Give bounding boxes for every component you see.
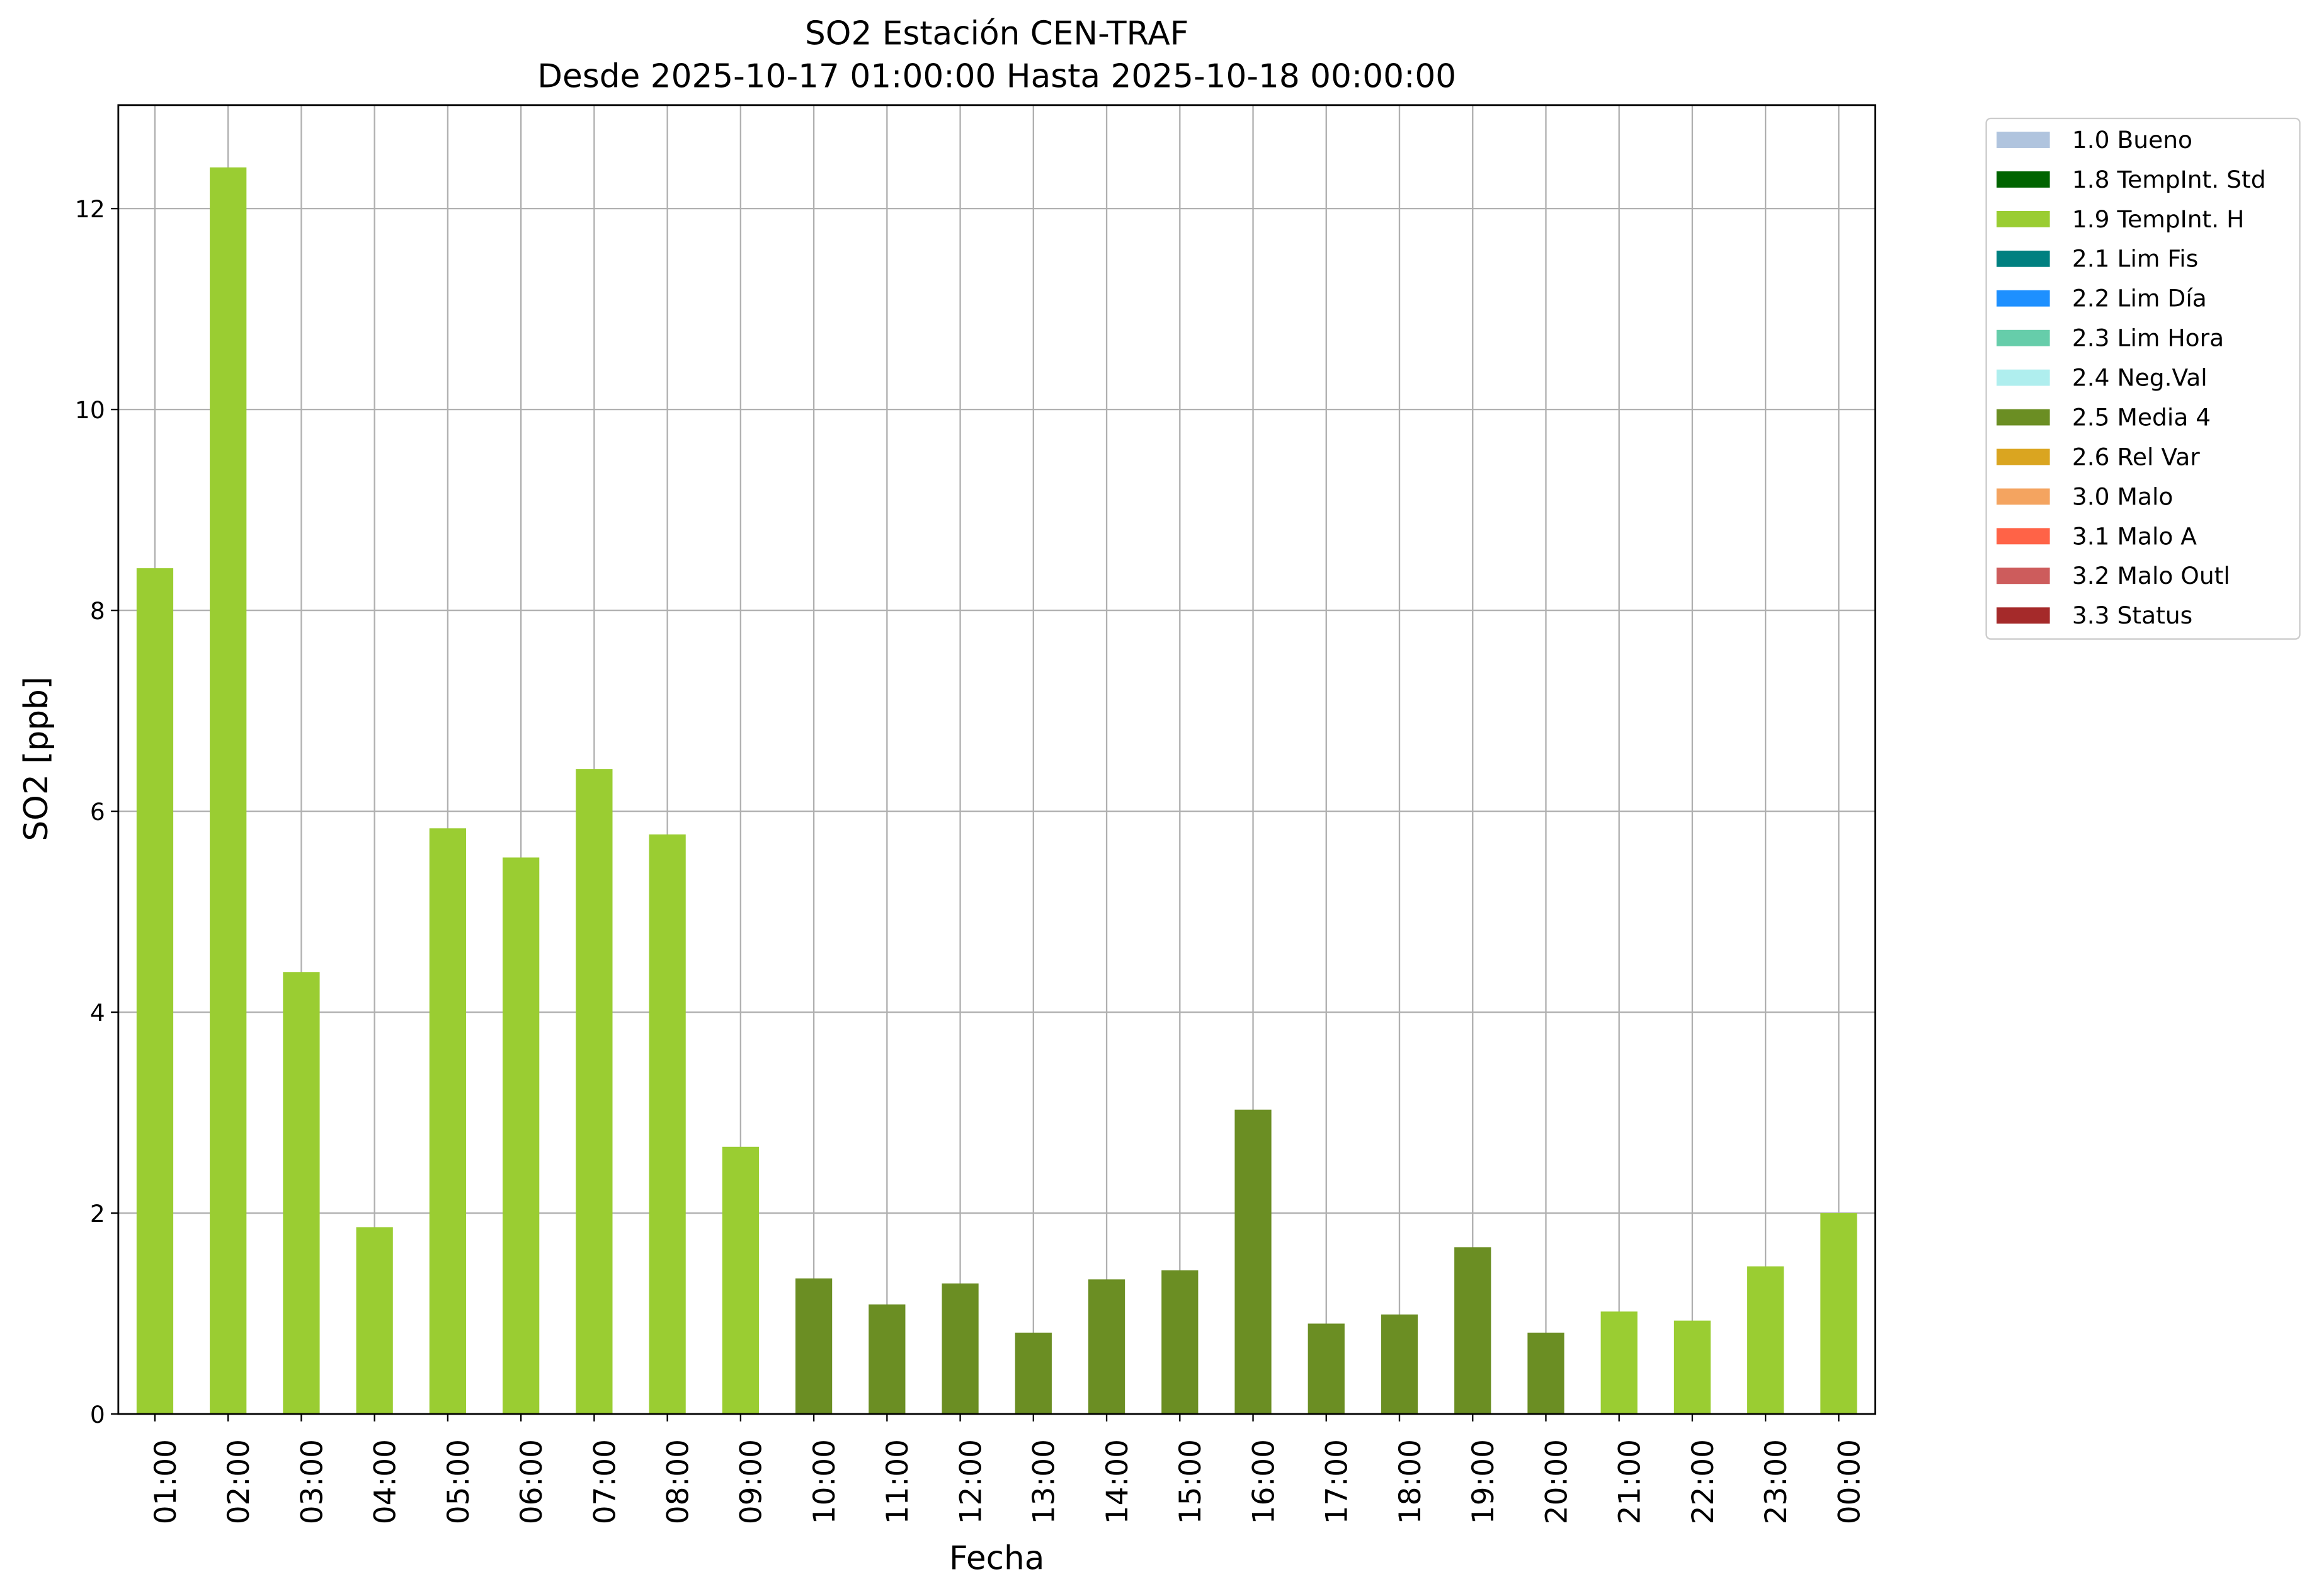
- bar: [429, 828, 467, 1415]
- legend-label: 1.9 TempInt. H: [2072, 205, 2245, 233]
- x-tick-label: 00:00: [1832, 1439, 1867, 1524]
- bar: [1015, 1332, 1052, 1415]
- legend-swatch: [1997, 210, 2050, 227]
- legend-swatch: [1997, 171, 2050, 188]
- y-tick-label: 10: [75, 396, 105, 424]
- x-tick-label: 14:00: [1100, 1439, 1135, 1524]
- x-tick-label: 02:00: [222, 1439, 256, 1524]
- bar: [1673, 1320, 1711, 1415]
- bar: [1820, 1213, 1857, 1415]
- legend-swatch: [1997, 132, 2050, 148]
- legend: 1.0 Bueno 1.8 TempInt. Std 1.9 TempInt. H 2…: [1997, 126, 2266, 629]
- axes: 0 2 4 6 8 10 12 01:00 02:00 03:00 04:00 05:00 06:00 0…: [75, 195, 1867, 1524]
- x-tick-label: 15:00: [1173, 1439, 1208, 1524]
- legend-swatch: [1997, 528, 2050, 545]
- legend-swatch: [1997, 369, 2050, 386]
- bar: [356, 1227, 393, 1415]
- legend-swatch: [1997, 488, 2050, 505]
- legend-label: 3.0 Malo: [2072, 482, 2174, 510]
- bar: [942, 1283, 979, 1415]
- legend-label: 1.8 TempInt. Std: [2072, 166, 2266, 193]
- bar: [1234, 1109, 1272, 1415]
- legend-label: 3.1 Malo A: [2072, 522, 2197, 550]
- bar: [210, 167, 247, 1415]
- chart-subtitle: Desde 2025-10-17 01:00:00 Hasta 2025-10-…: [537, 58, 1456, 96]
- bar: [503, 857, 540, 1415]
- y-tick-label: 6: [90, 798, 105, 826]
- legend-label: 2.5 Media 4: [2072, 403, 2211, 431]
- x-tick-label: 08:00: [661, 1439, 696, 1524]
- legend-label: 2.1 Lim Fis: [2072, 245, 2198, 273]
- bar: [1161, 1270, 1199, 1415]
- bar: [283, 972, 320, 1415]
- y-axis-label: SO2 [ppb]: [18, 676, 55, 841]
- x-tick-label: 22:00: [1686, 1439, 1721, 1524]
- y-tick-label: 8: [90, 597, 105, 625]
- legend-label: 1.0 Bueno: [2072, 126, 2192, 154]
- bar: [1381, 1314, 1418, 1415]
- x-tick-label: 07:00: [588, 1439, 622, 1524]
- x-tick-label: 11:00: [880, 1439, 915, 1524]
- legend-swatch: [1997, 409, 2050, 426]
- bar: [795, 1278, 833, 1415]
- bar: [722, 1146, 759, 1415]
- legend-swatch: [1997, 329, 2050, 346]
- legend-swatch: [1997, 567, 2050, 584]
- x-tick-label: 17:00: [1320, 1439, 1355, 1524]
- y-tick-label: 0: [90, 1401, 105, 1428]
- legend-label: 2.3 Lim Hora: [2072, 324, 2224, 352]
- bar: [576, 769, 613, 1415]
- x-tick-label: 16:00: [1246, 1439, 1281, 1524]
- plot-frame: [117, 104, 1876, 1415]
- bar: [1527, 1332, 1564, 1415]
- x-tick-label: 18:00: [1393, 1439, 1428, 1524]
- bar: [1088, 1279, 1125, 1415]
- chart-title: SO2 Estación CEN-TRAF: [805, 15, 1188, 53]
- x-tick-label: 21:00: [1613, 1439, 1648, 1524]
- bar: [1454, 1247, 1491, 1415]
- y-tick-label: 4: [90, 999, 105, 1027]
- legend-label: 3.2 Malo Outl: [2072, 562, 2230, 590]
- x-tick-label: 09:00: [734, 1439, 769, 1524]
- x-tick-label: 23:00: [1759, 1439, 1794, 1524]
- x-tick-label: 06:00: [515, 1439, 549, 1524]
- bar: [1600, 1311, 1638, 1415]
- legend-swatch: [1997, 290, 2050, 307]
- x-tick-label: 05:00: [442, 1439, 476, 1524]
- x-tick-label: 01:00: [149, 1439, 183, 1524]
- y-tick-label: 2: [90, 1200, 105, 1228]
- x-tick-label: 13:00: [1027, 1439, 1062, 1524]
- bars: [136, 167, 1857, 1415]
- legend-swatch: [1997, 607, 2050, 624]
- x-tick-label: 20:00: [1539, 1439, 1574, 1524]
- x-axis-label: Fecha: [949, 1540, 1044, 1578]
- bar: [136, 568, 174, 1415]
- x-tick-label: 04:00: [368, 1439, 403, 1524]
- x-tick-label: 03:00: [295, 1439, 329, 1524]
- x-tick-label: 19:00: [1466, 1439, 1501, 1524]
- x-tick-label: 12:00: [954, 1439, 988, 1524]
- legend-label: 2.6 Rel Var: [2072, 443, 2200, 470]
- legend-box: [1985, 117, 2301, 640]
- bar: [1747, 1266, 1784, 1415]
- y-tick-label: 12: [75, 195, 105, 223]
- x-tick-label: 10:00: [807, 1439, 842, 1524]
- legend-label: 2.2 Lim Día: [2072, 285, 2207, 312]
- bar: [649, 834, 686, 1415]
- legend-swatch: [1997, 448, 2050, 465]
- legend-label: 3.3 Status: [2072, 601, 2192, 629]
- legend-swatch: [1997, 250, 2050, 267]
- bar: [869, 1304, 906, 1415]
- legend-label: 2.4 Neg.Val: [2072, 364, 2208, 392]
- bar: [1308, 1323, 1345, 1415]
